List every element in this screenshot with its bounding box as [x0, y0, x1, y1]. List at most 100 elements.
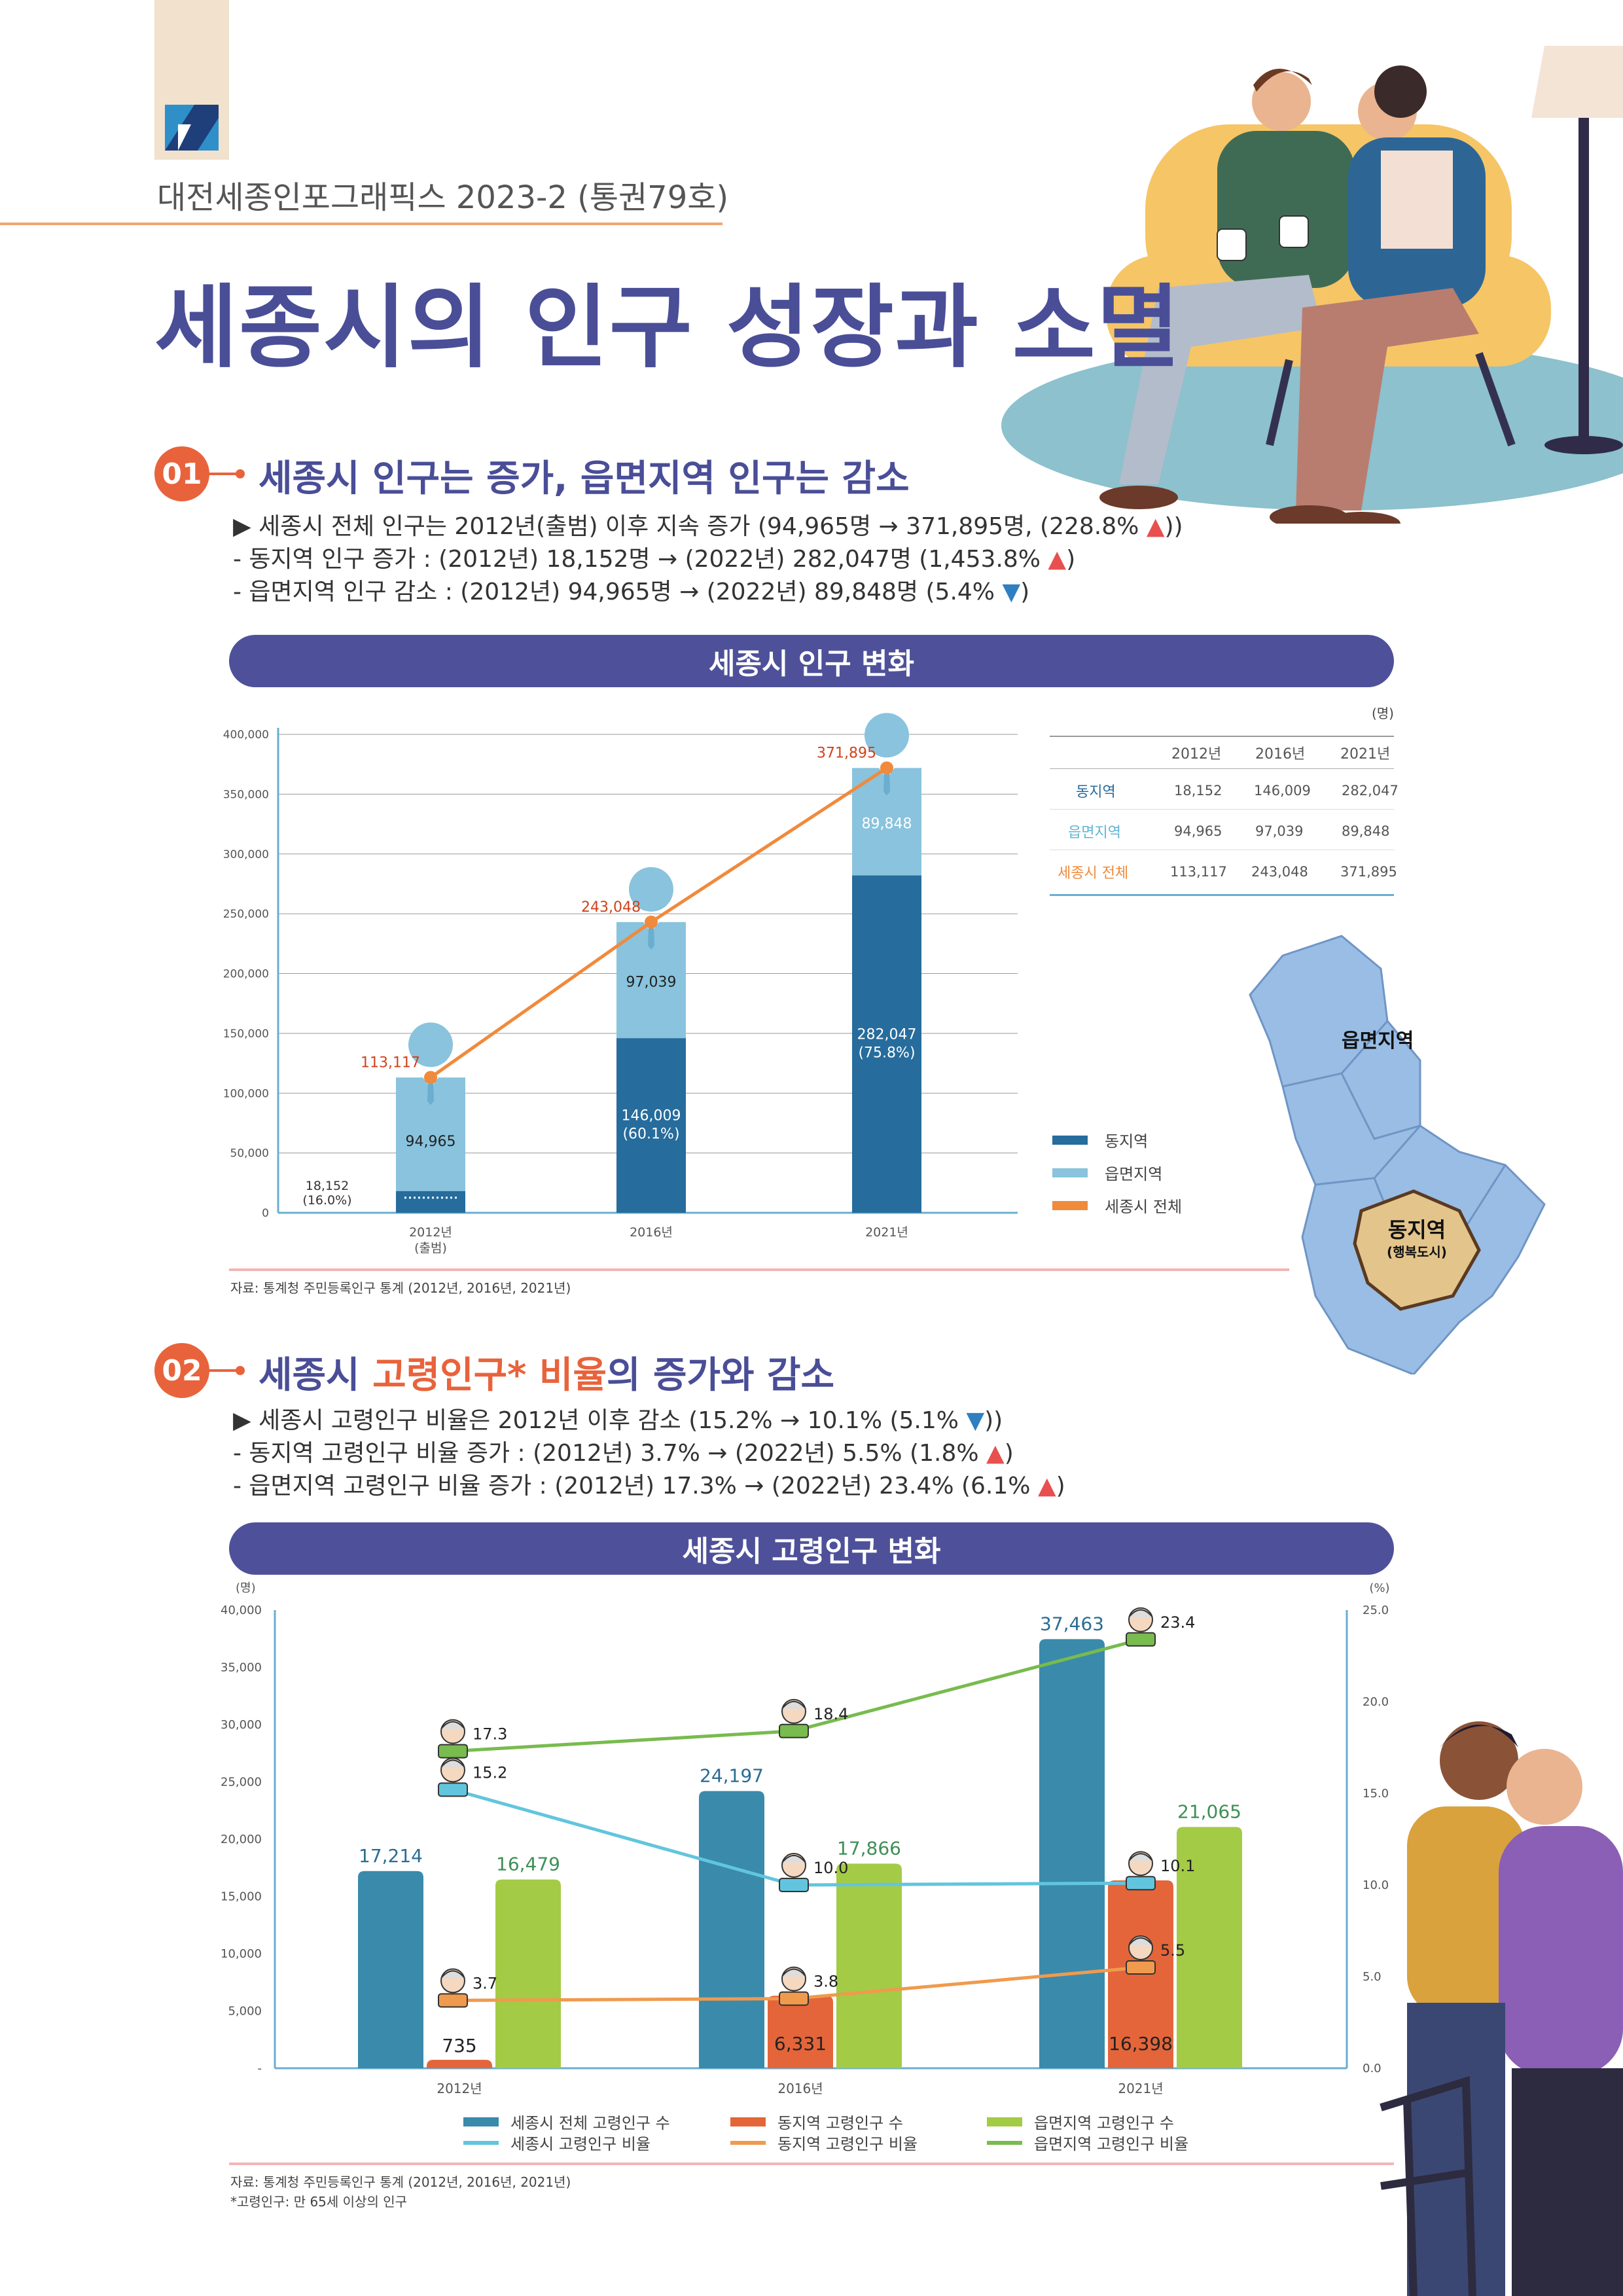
map-label-dong: 동지역	[1388, 1217, 1446, 1242]
institute-logo-icon	[165, 105, 219, 151]
legend-total: 세종시 전체	[1052, 1194, 1182, 1217]
y-left-unit: (명)	[236, 1581, 256, 1595]
legend-swatch	[987, 2140, 1022, 2145]
page-title: 세종시의 인구 성장과 소멸	[154, 275, 1181, 380]
table-row-label-eupmyeon: 읍면지역	[1068, 825, 1121, 841]
y-tick-label: 400,000	[223, 728, 269, 742]
table-bottom-rule	[1050, 894, 1394, 896]
map-label-dong-sub: (행복도시)	[1387, 1244, 1447, 1260]
y-tick-label: 250,000	[223, 908, 269, 921]
y-left-tick-label: 30,000	[221, 1718, 262, 1732]
source-divider	[229, 2162, 1394, 2165]
legend-eupmyeon: 읍면지역	[1052, 1161, 1162, 1184]
legend-swatch	[1052, 1168, 1088, 1177]
bar-elder-dong	[427, 2060, 492, 2068]
x-tick-label: 2016년	[777, 2081, 823, 2096]
data-label-ratio: 17.3	[473, 1725, 507, 1744]
y-tick-label: 50,000	[230, 1147, 269, 1160]
bar-dong	[616, 1038, 686, 1213]
section-connector	[208, 1369, 238, 1372]
legend-swatch	[463, 2140, 499, 2145]
data-label-bar: 6,331	[774, 2033, 827, 2054]
y-tick-label: 100,000	[223, 1087, 269, 1100]
bar-elder-eup	[495, 1879, 561, 2068]
data-label-eupmyeon: 89,848	[862, 816, 912, 832]
x-tick-label: 2016년	[630, 1225, 673, 1240]
table-header-2012: 2012년	[1171, 746, 1222, 762]
section-number-badge: 01	[154, 446, 209, 501]
elder-body-icon	[1126, 1632, 1156, 1647]
elder-body-icon	[779, 1723, 809, 1738]
data-label-eupmyeon: 97,039	[626, 974, 677, 990]
y-right-unit: (%)	[1369, 1581, 1389, 1595]
table-row-rule	[1050, 809, 1394, 810]
bar-dong	[852, 875, 921, 1213]
y-right-tick-label: 0.0	[1363, 2062, 1382, 2075]
bar-elder-total	[358, 1871, 423, 2068]
legend-swatch	[987, 2117, 1022, 2126]
section-connector-dot	[236, 469, 245, 478]
bullet-total-growth: ▶ 세종시 전체 인구는 2012년(출범) 이후 지속 증가 (94,965명…	[233, 513, 1183, 540]
y-tick-label: 0	[262, 1207, 269, 1220]
table-row-label-total: 세종시 전체	[1058, 865, 1129, 882]
legend-swatch	[463, 2117, 499, 2126]
elder-hair-icon	[781, 1968, 806, 1977]
data-label-bar: 37,463	[1040, 1613, 1104, 1634]
bullet-elder-ratio-eupmyeon: - 읍면지역 고령인구 비율 증가 : (2012년) 17.3% → (202…	[233, 1473, 1065, 1499]
table-row-label-dong: 동지역	[1076, 784, 1116, 800]
table-cell: 282,047	[1342, 783, 1399, 798]
data-label-bar: 17,866	[837, 1837, 901, 1859]
bar-elder-dong	[768, 1996, 833, 2068]
source-divider	[229, 1268, 1289, 1271]
bar-elder-eup	[1177, 1827, 1242, 2068]
y-right-tick-label: 25.0	[1363, 1604, 1389, 1617]
data-label-ratio: 3.8	[813, 1973, 838, 1991]
data-label-bar: 16,398	[1109, 2033, 1173, 2054]
elder-hair-icon	[1128, 1937, 1153, 1946]
data-label-ratio: 10.0	[813, 1859, 848, 1877]
elder-hair-icon	[440, 1970, 465, 1979]
y-left-tick-label: 40,000	[221, 1604, 262, 1617]
legend-ratio-eup: 읍면지역 고령인구 비율	[987, 2131, 1188, 2154]
section-connector	[208, 473, 238, 475]
x-tick-label: 2012년	[437, 2081, 482, 2096]
section-title: 세종시 인구는 증가, 읍면지역 인구는 감소	[259, 457, 910, 500]
bullet-eupmyeon-decline: - 읍면지역 인구 감소 : (2012년) 94,965명 → (2022년)…	[233, 579, 1030, 605]
y-left-tick-label: 20,000	[221, 1833, 262, 1846]
couple-sofa-illustration	[1001, 46, 1623, 524]
bar-elder-total	[699, 1791, 764, 2068]
bullet-elder-ratio-dong: - 동지역 고령인구 비율 증가 : (2012년) 3.7% → (2022년…	[233, 1440, 1014, 1467]
elder-body-icon	[1126, 1876, 1156, 1891]
data-label-ratio: 3.7	[473, 1974, 497, 1992]
footnote: *고령인구: 만 65세 이상의 인구	[230, 2194, 408, 2210]
legend-swatch	[1052, 1200, 1088, 1210]
elder-hair-icon	[440, 1759, 465, 1768]
data-label-ratio: 23.4	[1160, 1613, 1195, 1632]
person-tie-icon	[648, 927, 654, 950]
x-tick-label: 2021년	[1118, 2081, 1163, 2096]
data-label-dong: 282,047 (75.8%)	[857, 1026, 917, 1061]
map-label-eupmyeon: 읍면지역	[1342, 1030, 1414, 1052]
data-label-total: 243,048	[581, 899, 641, 916]
line-point-total	[424, 1071, 437, 1085]
elder-hair-icon	[1128, 1853, 1153, 1861]
y-right-tick-label: 20.0	[1363, 1695, 1389, 1709]
y-left-tick-label: 5,000	[228, 2005, 262, 2018]
elder-hair-icon	[440, 1721, 465, 1730]
legend-ratio-total: 세종시 고령인구 비율	[463, 2131, 651, 2154]
table-cell: 94,965	[1174, 823, 1222, 839]
table-cell: 146,009	[1254, 783, 1311, 798]
legend-swatch	[730, 2140, 766, 2145]
data-label-bar: 735	[442, 2035, 476, 2056]
sejong-map: 읍면지역 동지역 (행복도시)	[1249, 935, 1546, 1374]
person-head-icon	[865, 713, 909, 758]
line-point-total	[645, 915, 658, 929]
data-label-ratio: 18.4	[813, 1705, 848, 1723]
data-label-bar: 24,197	[700, 1765, 764, 1787]
data-label-ratio: 15.2	[473, 1763, 507, 1782]
table-unit: (명)	[1371, 706, 1394, 721]
table-header-2021: 2021년	[1340, 746, 1391, 762]
bullet-elder-ratio-total: ▶ 세종시 고령인구 비율은 2012년 이후 감소 (15.2% → 10.1…	[233, 1407, 1003, 1434]
section-connector-dot	[236, 1366, 245, 1375]
y-left-tick-label: -	[258, 2062, 262, 2075]
